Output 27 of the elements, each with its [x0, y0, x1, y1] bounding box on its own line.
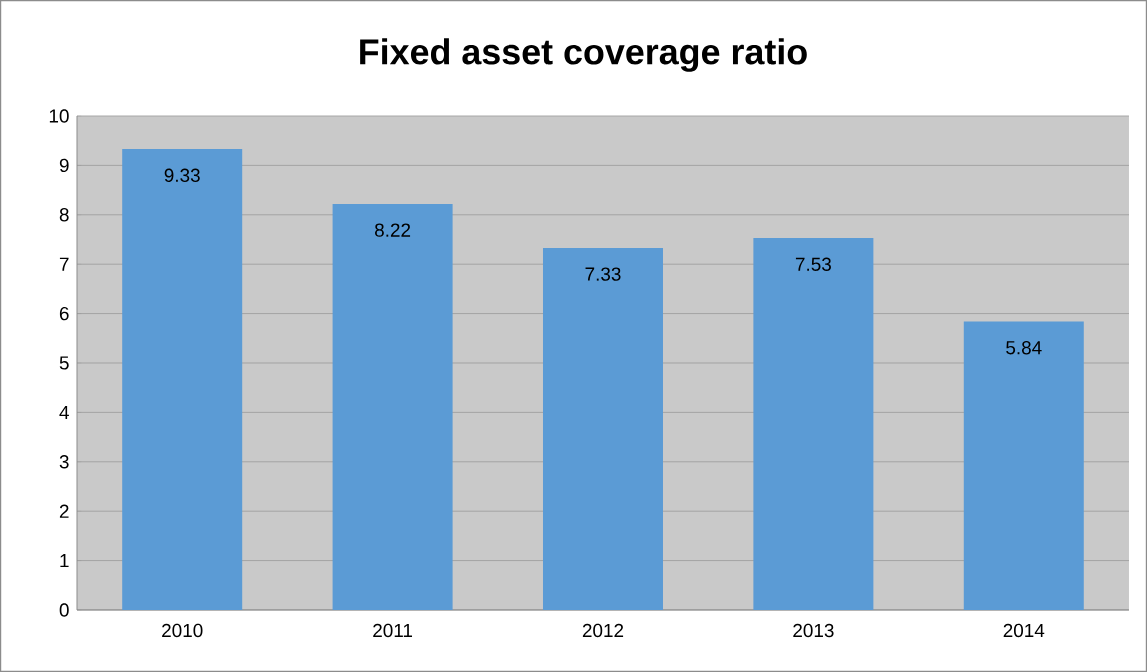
y-tick-label: 5 — [59, 356, 69, 370]
bar — [753, 238, 874, 610]
y-tick-label: 10 — [49, 109, 69, 123]
data-label: 5.84 — [1006, 341, 1042, 355]
x-tick-label: 2012 — [582, 623, 624, 638]
bar — [542, 247, 663, 610]
y-tick-label: 3 — [59, 455, 69, 469]
y-tick-label: 9 — [59, 158, 69, 173]
bar — [963, 321, 1084, 610]
data-label: 8.22 — [375, 223, 411, 237]
y-tick-label: 6 — [59, 306, 69, 321]
y-tick-label: 8 — [59, 208, 69, 222]
y-tick-label: 1 — [60, 554, 69, 568]
data-label: 7.33 — [585, 267, 621, 281]
y-tick-label: 0 — [59, 603, 69, 617]
x-tick-label: 2013 — [793, 623, 834, 638]
bar — [332, 203, 453, 610]
bar — [122, 149, 243, 610]
chart-title: Fixed asset coverage ratio — [360, 38, 807, 72]
y-tick-label: 7 — [59, 257, 69, 271]
y-tick-label: 2 — [59, 504, 69, 518]
x-tick-label: 2014 — [1003, 623, 1045, 638]
data-label: 7.53 — [795, 257, 831, 271]
y-tick-label: 4 — [59, 405, 69, 419]
data-label: 9.33 — [164, 168, 200, 183]
x-tick-label: 2011 — [373, 623, 413, 638]
x-tick-label: 2010 — [162, 623, 203, 638]
